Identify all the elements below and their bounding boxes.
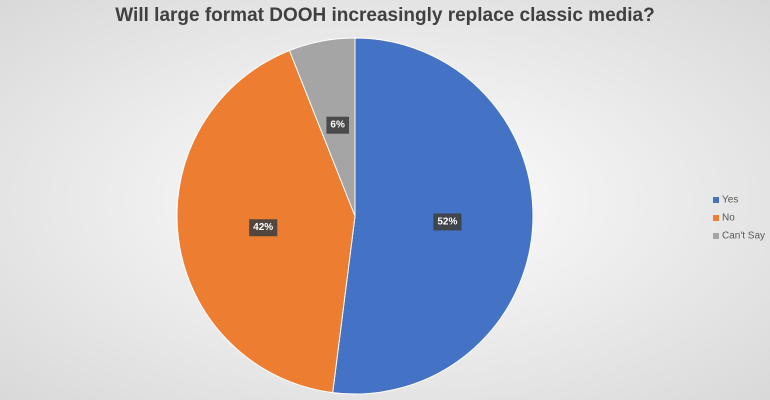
legend-swatch xyxy=(713,215,719,221)
pie-slice xyxy=(332,37,534,395)
chart-title: Will large format DOOH increasingly repl… xyxy=(115,5,654,26)
legend-swatch xyxy=(713,233,719,239)
data-label-box xyxy=(249,219,278,237)
data-label: 42% xyxy=(253,222,273,233)
legend-label: Yes xyxy=(722,195,738,206)
data-label-box xyxy=(326,116,349,134)
data-label: 6% xyxy=(330,120,345,131)
legend-label: Can't Say xyxy=(722,231,765,242)
data-label-box xyxy=(433,213,462,231)
data-label: 52% xyxy=(437,216,457,227)
pie-slice xyxy=(288,37,356,217)
legend-label: No xyxy=(722,213,735,224)
legend-swatch xyxy=(713,197,719,203)
